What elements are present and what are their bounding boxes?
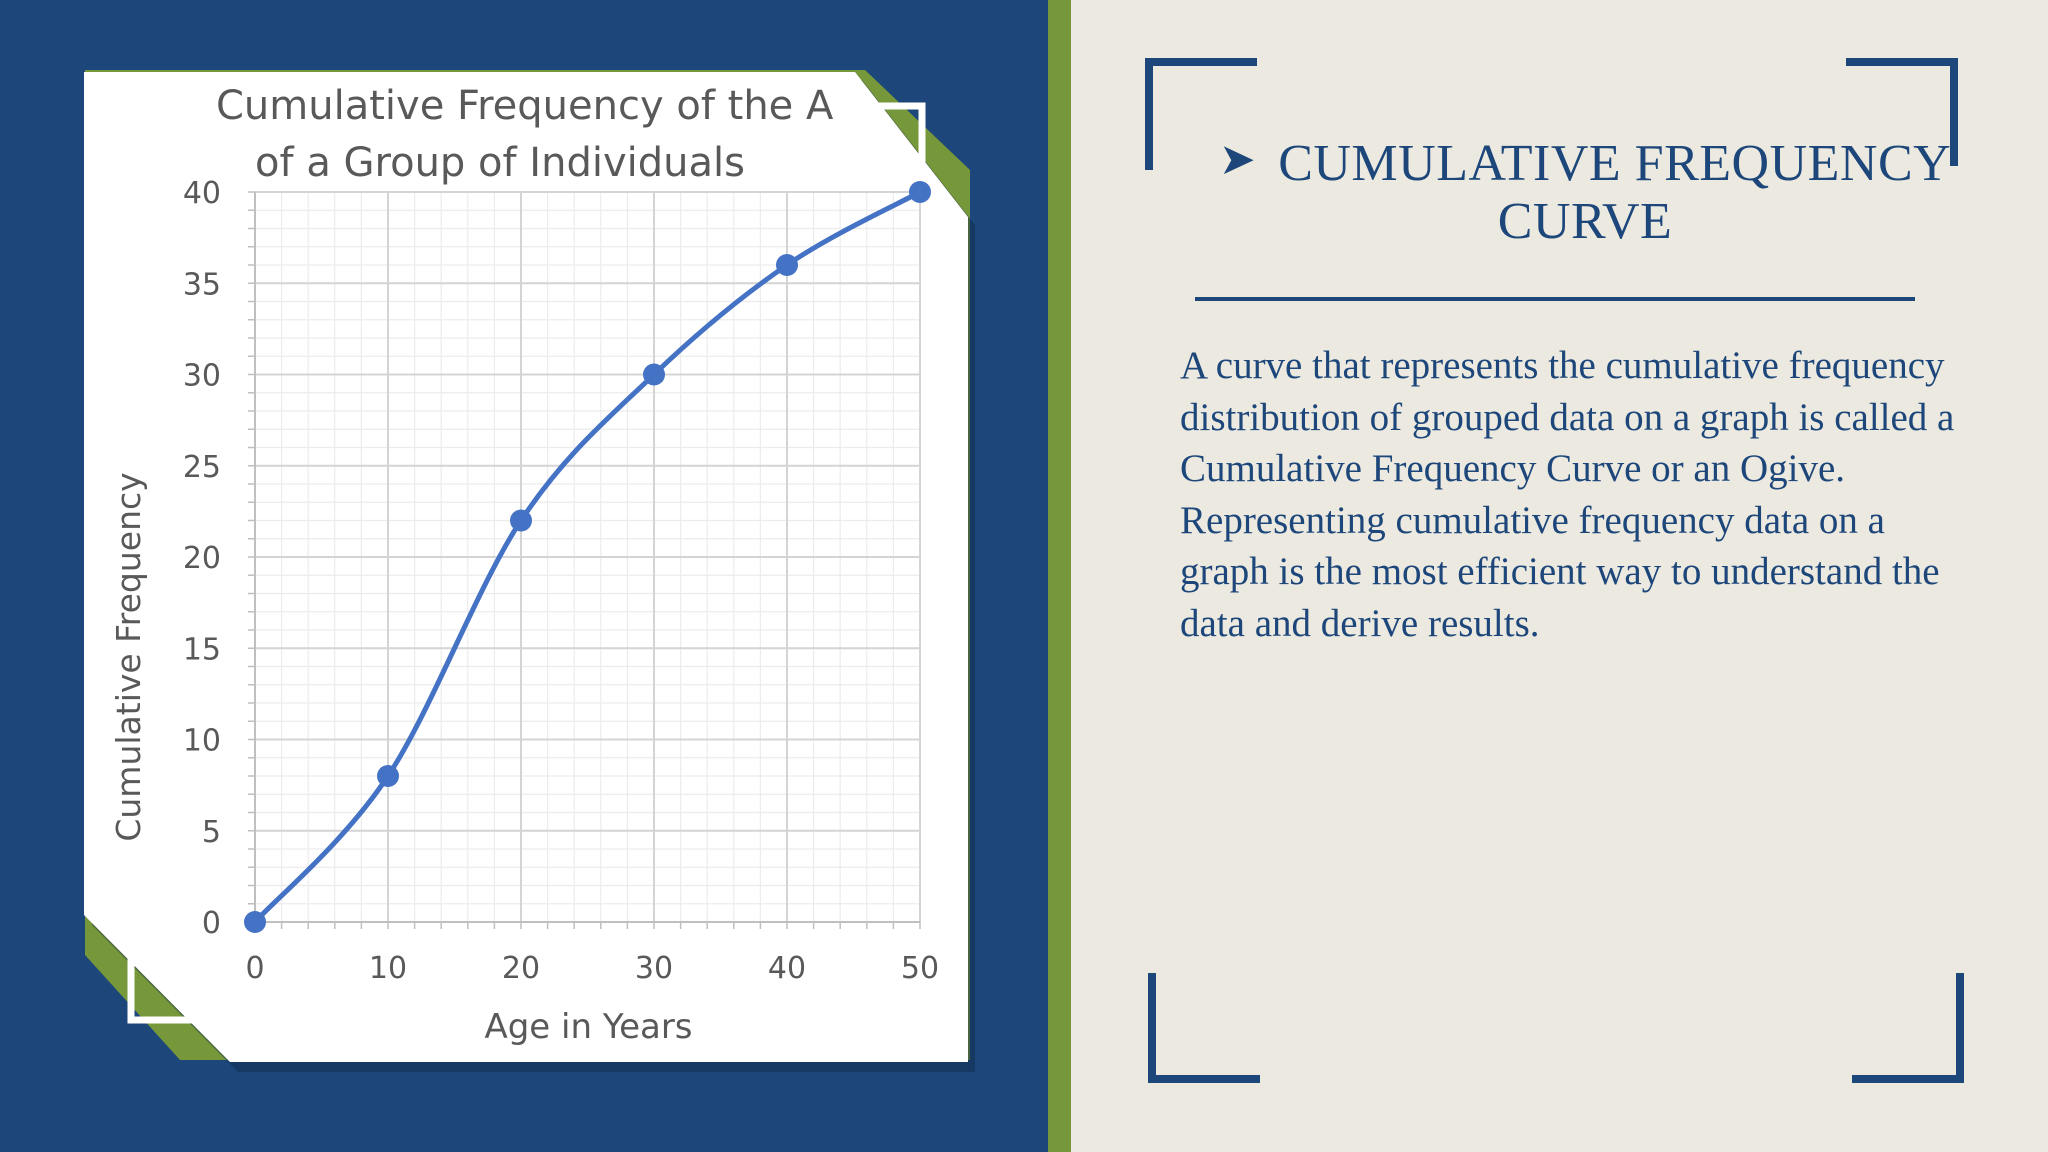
card-corner-bottom	[127, 955, 201, 1024]
arrow-bullet-icon: ➤	[1218, 135, 1257, 184]
chart-card: 0 10 20 30 40 50 0 5 10 15 20 25 30 35 40 Age in Years C…	[84, 70, 975, 1072]
x-axis-title: Age in Years	[484, 1007, 692, 1047]
x-tick-label: 10	[369, 951, 407, 986]
chart-svg: 0 10 20 30 40 50 0 5 10 15 20 25 30 35 40 Age in Years C…	[84, 70, 975, 1072]
data-point	[244, 911, 266, 933]
y-tick-label: 40	[183, 176, 221, 211]
chart-title-line1: Cumulative Frequency of the A	[216, 83, 834, 129]
card-corner-top	[852, 102, 926, 176]
x-tick-label: 20	[502, 951, 540, 986]
x-tick-label: 30	[635, 951, 673, 986]
y-axis-title: Cumulative Frequency	[109, 472, 148, 841]
y-tick-label: 15	[183, 632, 221, 667]
chart-title: Cumulative Frequency of the A of a Group…	[150, 78, 850, 192]
y-tick-label: 25	[183, 450, 221, 485]
x-tick-label: 0	[245, 951, 264, 986]
slide-heading: ➤ CUMULATIVE FREQUENCY CURVE	[1195, 135, 1975, 250]
chart-title-line2: of a Group of Individuals	[255, 140, 745, 186]
slide-heading-text: CUMULATIVE FREQUENCY CURVE	[1278, 135, 1952, 250]
corner-bracket-bottom-left	[1148, 973, 1260, 1083]
data-point	[776, 254, 798, 276]
y-tick-label: 5	[202, 815, 221, 850]
y-tick-label: 10	[183, 724, 221, 759]
accent-strip	[1048, 0, 1071, 1152]
y-tick-label: 20	[183, 541, 221, 576]
corner-bracket-bottom-right	[1852, 973, 1964, 1083]
slide-body-text: A curve that represents the cumulative f…	[1180, 344, 1955, 645]
y-tick-label: 30	[183, 359, 221, 394]
data-point	[510, 509, 532, 532]
y-tick-label: 35	[183, 267, 221, 302]
data-point	[909, 181, 931, 203]
y-tick-label: 0	[202, 906, 221, 941]
plot-area: 0 10 20 30 40 50 0 5 10 15 20 25 30 35 40 Age in Years C…	[109, 176, 939, 1047]
x-tick-label: 40	[768, 951, 806, 986]
x-tick-label: 50	[901, 951, 939, 986]
corner-bracket-top-right	[1846, 58, 1958, 166]
data-point	[643, 363, 665, 386]
data-point	[377, 765, 399, 787]
heading-divider	[1195, 297, 1915, 301]
corner-bracket-top-left	[1145, 58, 1257, 170]
